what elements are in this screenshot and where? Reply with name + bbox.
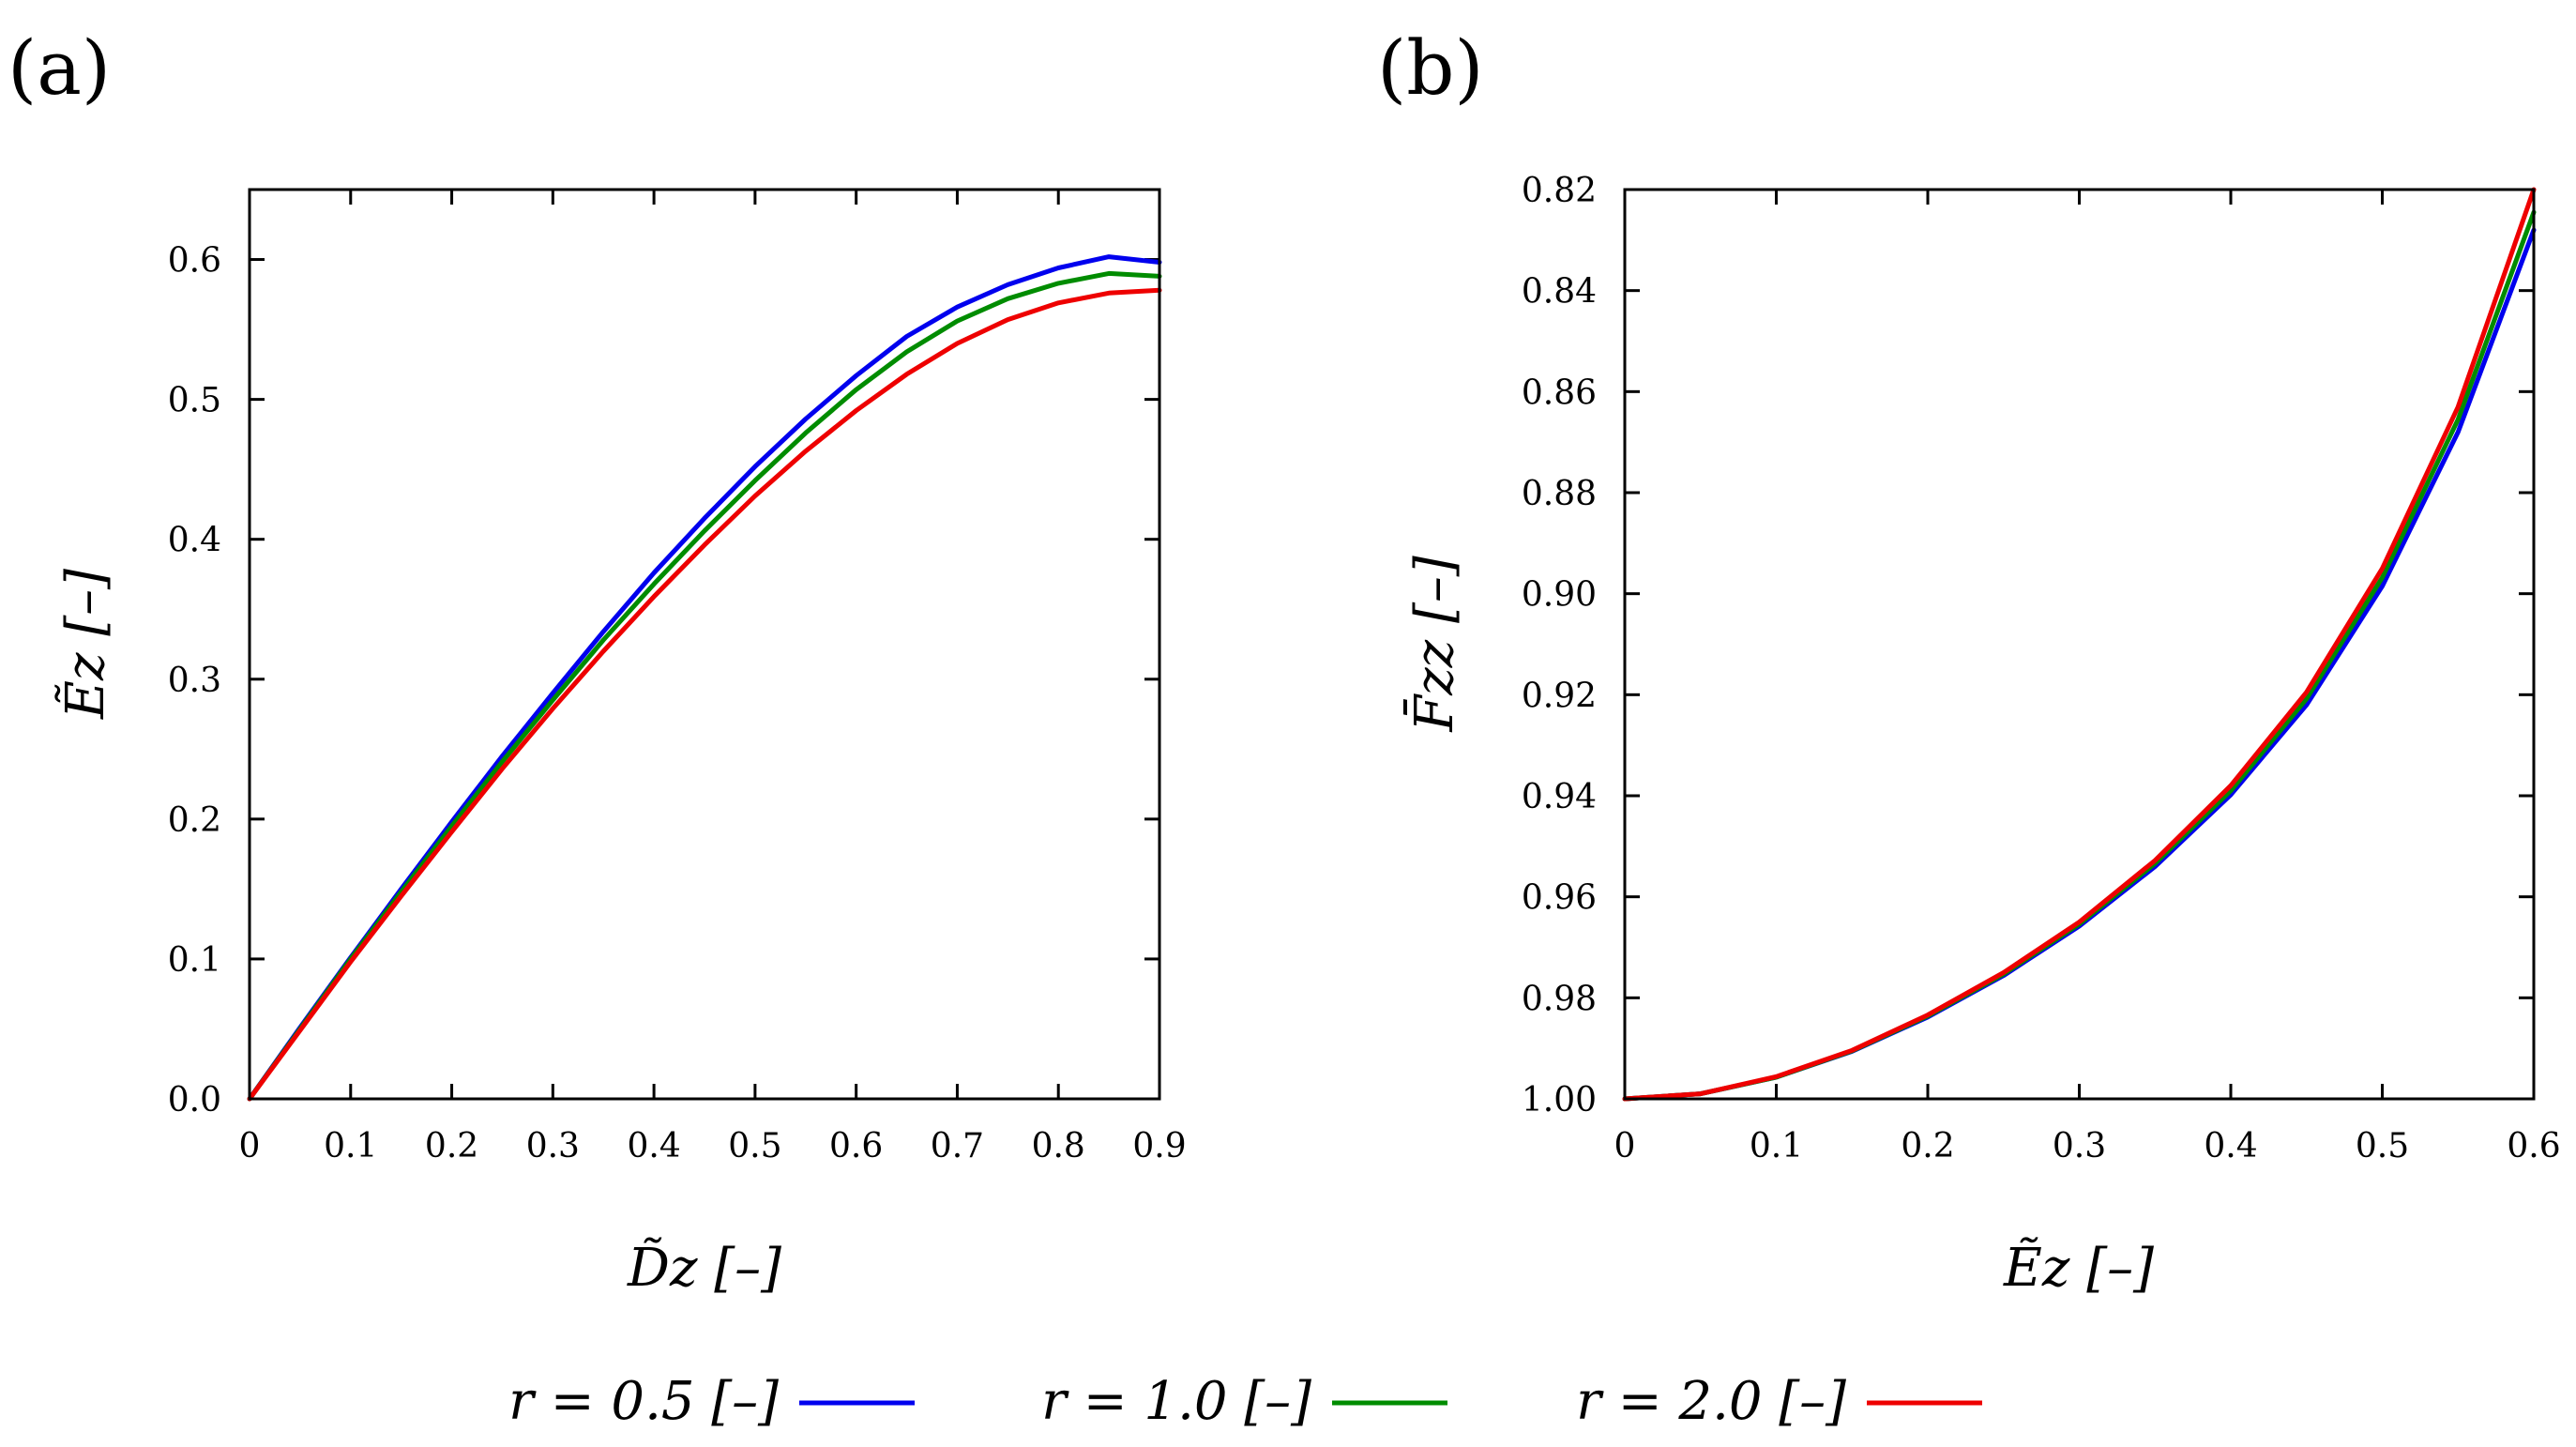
panel-a-xtick-label: 0.8 — [1032, 1127, 1085, 1165]
panel-a-ylabel: Ẽz [–] — [54, 569, 116, 720]
panel-a-ytick-label: 0.0 — [168, 1081, 221, 1120]
panel-b-series-line-0 — [1622, 227, 2537, 1102]
panel-a-ytick-label: 0.2 — [168, 801, 221, 840]
panel-a-xtick-label: 0.7 — [931, 1127, 984, 1165]
panel-a-xtick-label: 0 — [239, 1127, 261, 1165]
panel-a-ytick-label: 0.3 — [168, 662, 221, 700]
panel-b-xtick-label: 0.5 — [2356, 1127, 2409, 1165]
panel-a-xtick-label: 0.6 — [829, 1127, 883, 1165]
panel-b-ticks: 0 0.1 0.2 0.3 0.4 0.5 0.6 0.82 0.84 0.86 0.88 0.90 0… — [1522, 172, 2561, 1165]
panel-b-xtick-label: 0.3 — [2053, 1127, 2106, 1165]
panel-a-xtick-label: 0.9 — [1132, 1127, 1186, 1165]
panel-a-series-line-1 — [247, 270, 1162, 1102]
panel-b-series-line-1 — [1622, 209, 2537, 1102]
panel-a-series — [247, 254, 1162, 1102]
panel-b-series-line-2 — [1622, 187, 2537, 1102]
panel-b-xtick-label: 0.2 — [1901, 1127, 1954, 1165]
panel-a-ytick-label: 0.1 — [168, 941, 221, 980]
panel-a-xtick-label: 0.2 — [425, 1127, 478, 1165]
panel-b-frame — [1623, 188, 2536, 1101]
panel-a-xtick-label: 0.5 — [728, 1127, 781, 1165]
panel-a-series-line-2 — [247, 287, 1162, 1102]
legend-entry-0: r = 0.5 [–] — [508, 1371, 915, 1432]
panel-a-ticks: 0 0.1 0.2 0.3 0.4 0.5 0.6 0.7 0.8 0.9 0.0 0.1 0.2 0.3… — [168, 190, 1187, 1165]
panel-a-xlabel: D̃z [–] — [627, 1237, 781, 1299]
panel-b-xtick-label: 0.6 — [2507, 1127, 2560, 1165]
panel-b-xlabel: Ẽz [–] — [2003, 1237, 2154, 1299]
panel-a-ytick-label: 0.5 — [168, 382, 221, 420]
legend-entry-1: r = 1.0 [–] — [1041, 1371, 1447, 1432]
panel-a-ytick-label: 0.4 — [168, 522, 221, 560]
panel-b-ytick-label: 0.92 — [1522, 677, 1597, 715]
panel-b-series — [1622, 187, 2537, 1102]
panel-b-xtick-label: 0.1 — [1750, 1127, 1803, 1165]
legend-label-0: r = 0.5 [–] — [508, 1371, 779, 1432]
legend-label-1: r = 1.0 [–] — [1041, 1371, 1311, 1432]
panel-a-frame — [248, 188, 1161, 1101]
panel-b-xtick-label: 0.4 — [2204, 1127, 2257, 1165]
panel-a-xtick-label: 0.3 — [526, 1127, 580, 1165]
legend-entry-2: r = 2.0 [–] — [1576, 1371, 1982, 1432]
panel-a-label: (a) — [8, 24, 111, 112]
panel-b-ytick-label: 0.90 — [1522, 576, 1597, 615]
panel-a-xtick-label: 0.4 — [627, 1127, 680, 1165]
panel-b-ytick-label: 1.00 — [1522, 1081, 1597, 1120]
legend: r = 0.5 [–] r = 1.0 [–] r = 2.0 [–] — [508, 1371, 1982, 1432]
panel-b-ytick-label: 0.94 — [1522, 778, 1597, 816]
panel-a: (a) 0 0.1 0.2 0.3 0.4 0.5 0.6 0.7 0.8 0.9 0.0 0.1 0.… — [8, 24, 1187, 1299]
panel-b-ytick-label: 0.84 — [1522, 273, 1597, 312]
legend-label-2: r = 2.0 [–] — [1576, 1371, 1846, 1432]
panel-b-ytick-label: 0.96 — [1522, 879, 1597, 918]
panel-b-ytick-label: 0.82 — [1522, 172, 1597, 210]
panel-a-series-line-0 — [247, 254, 1162, 1102]
panel-b-label: (b) — [1377, 24, 1484, 112]
panel-b-ytick-label: 0.86 — [1522, 373, 1597, 412]
panel-b: (b) 0 0.1 0.2 0.3 0.4 0.5 0.60.820.840.860.880… — [1377, 24, 2561, 1299]
panel-b-xtick-label: 0 — [1614, 1127, 1636, 1165]
panel-a-xtick-label: 0.1 — [324, 1127, 377, 1165]
panel-a-ytick-label: 0.6 — [168, 242, 221, 281]
panel-b-ytick-label: 0.98 — [1522, 980, 1597, 1018]
panel-b-ytick-label: 0.88 — [1522, 475, 1597, 513]
panel-b-ylabel: F̄zz [–] — [1402, 556, 1465, 733]
